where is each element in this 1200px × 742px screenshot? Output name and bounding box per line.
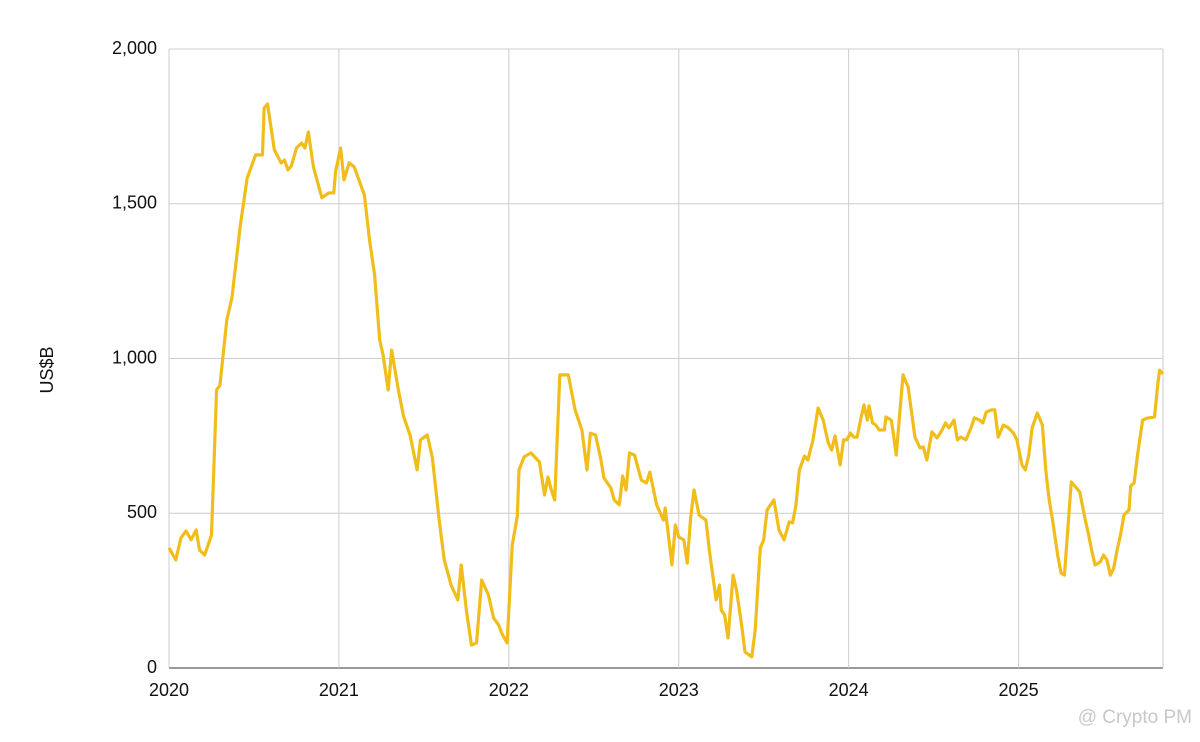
y-axis-label: US$B <box>37 346 57 393</box>
x-tick-label: 2020 <box>149 680 189 700</box>
x-tick-label: 2025 <box>999 680 1039 700</box>
x-tick-label: 2021 <box>319 680 359 700</box>
line <box>167 102 1165 659</box>
x-tick-label: 2022 <box>489 680 529 700</box>
watermark: @ Crypto PM <box>1078 707 1192 728</box>
y-tick-label: 500 <box>127 502 157 522</box>
x-tick-label: 2023 <box>659 680 699 700</box>
y-tick-label: 1,000 <box>112 347 157 367</box>
x-tick-label: 2024 <box>829 680 869 700</box>
y-tick-label: 1,500 <box>112 193 157 213</box>
y-tick-label: 0 <box>147 657 157 677</box>
y-tick-label: 2,000 <box>112 38 157 58</box>
